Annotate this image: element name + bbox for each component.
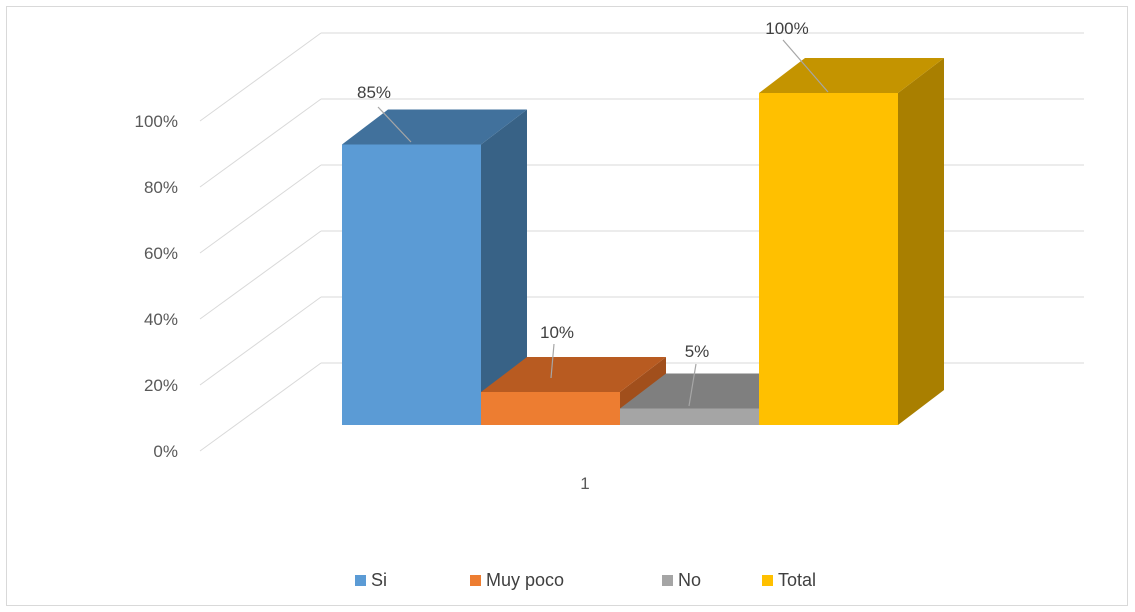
bar-top-total [759,58,944,93]
data-label: 100% [765,19,808,38]
y-tick-label: 0% [153,442,178,461]
leader-line [782,39,829,93]
legend-label: No [678,570,702,590]
y-tick-label: 80% [144,178,178,197]
legend-label: Si [371,570,388,590]
gridline-diagonal [199,296,322,386]
gridline-diagonal [199,164,322,254]
leader-line [377,106,412,143]
bar-no [620,408,759,425]
legend-swatch [470,575,481,586]
legend-label: Total [778,570,817,590]
data-label: 5% [685,342,710,361]
bar-top-no [620,373,805,409]
y-tick-label: 20% [144,376,178,395]
gridline-diagonal [199,362,322,452]
gridline-diagonal [199,98,322,188]
legend-label: Muy poco [486,570,565,590]
data-label: 10% [540,323,574,342]
bar-si [342,144,481,425]
legend-item: No [662,570,701,591]
legend-item: Total [762,570,816,591]
y-tick-label: 40% [144,310,178,329]
legend-item: Muy poco [470,570,564,591]
bar-side-total [898,58,944,425]
legend-swatch [762,575,773,586]
y-tick-label: 60% [144,244,178,263]
y-tick-label: 100% [135,112,178,131]
bar-top-muy-poco [481,357,666,392]
bar-muy-poco [481,392,620,425]
chart-legend: Si Muy poco No Total [0,570,1135,594]
leader-line [550,343,555,379]
legend-swatch [355,575,366,586]
bar-side-si [481,109,527,425]
bar-total [759,93,898,425]
leader-line [688,363,697,407]
legend-item: Si [355,570,387,591]
gridline-diagonal [199,230,322,320]
x-category-label: 1 [580,474,589,493]
gridline-diagonal [199,32,322,122]
data-label: 85% [357,83,391,102]
legend-swatch [662,575,673,586]
